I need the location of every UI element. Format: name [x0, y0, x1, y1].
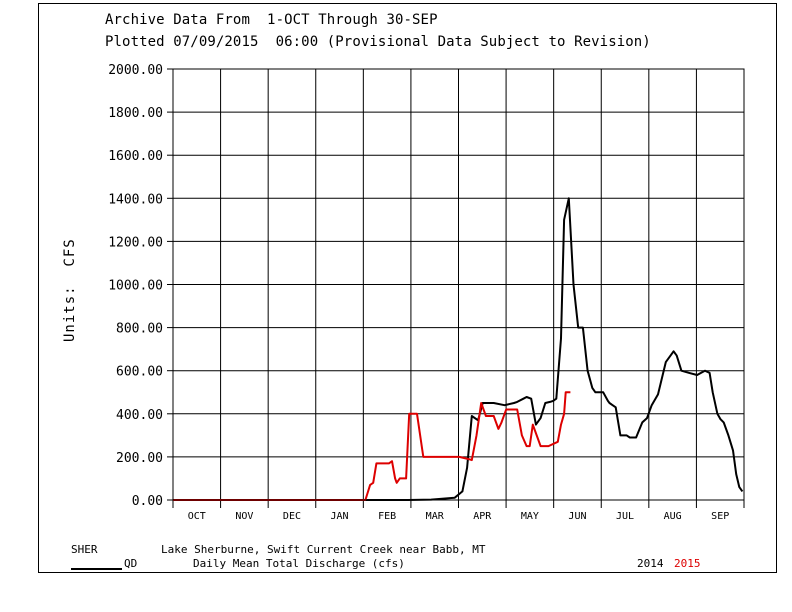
y-tick-label: 0.00: [132, 494, 163, 509]
x-tick-label: SEP: [711, 511, 729, 522]
station-name: Lake Sherburne, Swift Current Creek near…: [161, 543, 486, 556]
y-tick-label: 200.00: [116, 451, 163, 466]
x-tick-label: OCT: [188, 511, 206, 522]
y-tick-label: 600.00: [116, 365, 163, 380]
legend-line-sample: [71, 568, 122, 570]
y-tick-label: 1200.00: [108, 235, 163, 250]
series-line-2015: [173, 391, 571, 501]
x-tick-label: APR: [473, 511, 492, 522]
param-code: QD: [124, 557, 138, 570]
legend-year-2015: 2015: [674, 557, 701, 570]
x-tick-label: AUG: [664, 511, 682, 522]
x-tick-label: MAY: [521, 511, 539, 522]
y-tick-labels: 0.00 200.00 400.00 600.00 800.00 1000.00 1200.…: [108, 63, 163, 509]
y-tick-label: 1600.00: [108, 149, 163, 164]
x-tick-label: JUL: [616, 511, 634, 522]
param-description: Daily Mean Total Discharge (cfs): [193, 557, 405, 570]
x-tick-labels: OCT NOV DEC JAN FEB MAR APR MAY JUN JUL AUG SEP: [188, 511, 729, 522]
x-tick-label: DEC: [283, 511, 301, 522]
station-code: SHER: [71, 543, 98, 556]
y-tick-label: 1400.00: [108, 192, 163, 207]
chart-title: Archive Data From 1-OCT Through 30-SEP: [105, 12, 438, 28]
series-lines: [173, 197, 744, 501]
plot-border: [172, 68, 745, 501]
grid: [167, 68, 745, 508]
chart-frame: [38, 3, 777, 573]
chart-subtitle: Plotted 07/09/2015 06:00 (Provisional Da…: [105, 34, 651, 50]
x-tick-label: MAR: [426, 511, 445, 522]
x-tick-label: FEB: [378, 511, 396, 522]
y-tick-label: 400.00: [116, 408, 163, 423]
y-tick-label: 2000.00: [108, 63, 163, 78]
legend-year-2014: 2014: [637, 557, 664, 570]
x-tick-label: JUN: [568, 511, 586, 522]
x-tick-label: NOV: [235, 511, 253, 522]
y-tick-label: 800.00: [116, 322, 163, 337]
series-line-2014: [173, 197, 744, 501]
x-tick-label: JAN: [331, 511, 349, 522]
y-tick-label: 1000.00: [108, 279, 163, 294]
y-tick-label: 1800.00: [108, 106, 163, 121]
